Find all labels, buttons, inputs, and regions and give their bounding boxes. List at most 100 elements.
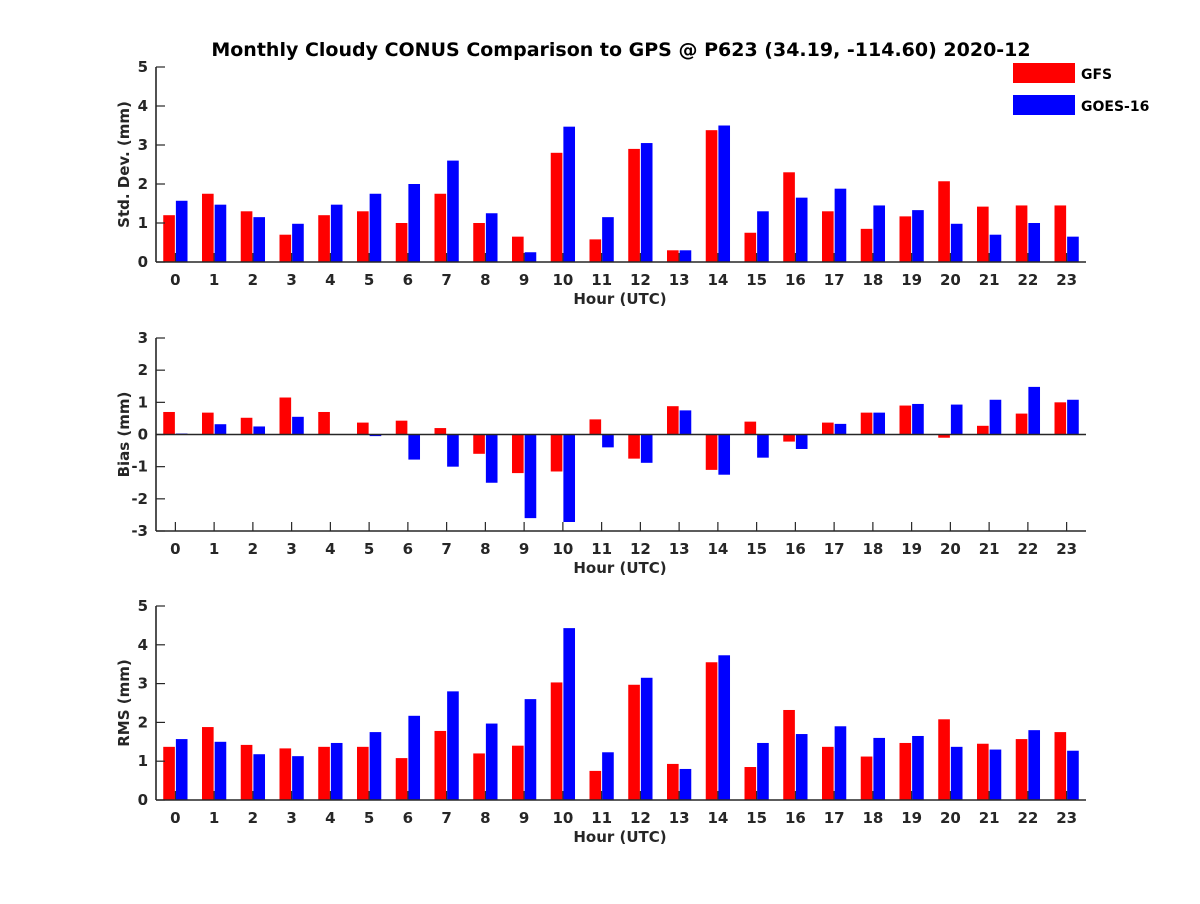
std-dev-bar-goes16 — [718, 125, 731, 262]
bias-y-tick-label: -3 — [131, 522, 148, 540]
rms-bar-goes16 — [175, 739, 188, 800]
std-dev-x-tick-label: 17 — [824, 271, 845, 289]
rms-bar-goes16 — [408, 715, 421, 800]
rms-y-tick-label: 3 — [138, 675, 148, 693]
rms-bar-goes16 — [640, 677, 653, 800]
bias-x-tick-label: 0 — [170, 540, 180, 558]
bias-x-tick-label: 12 — [630, 540, 651, 558]
std-dev-y-tick-label: 4 — [138, 97, 148, 115]
bias-y-tick-label: 1 — [138, 393, 148, 411]
std-dev-bar-goes16 — [408, 184, 421, 262]
std-dev-y-tick-label: 3 — [138, 136, 148, 154]
bias-bar-goes16 — [447, 434, 459, 467]
bias-x-tick-label: 6 — [403, 540, 413, 558]
rms-x-tick-label: 1 — [209, 809, 219, 827]
std-dev-bar-goes16 — [292, 223, 304, 262]
bias-x-tick-label: 16 — [785, 540, 806, 558]
std-dev-x-tick-label: 3 — [286, 271, 296, 289]
bias-bar-goes16 — [292, 416, 304, 435]
std-dev-bar-goes16 — [950, 223, 963, 262]
std-dev-bar-gfs — [163, 215, 175, 262]
std-dev-y-tick-label: 2 — [138, 175, 148, 193]
rms-x-tick-label: 12 — [630, 809, 651, 827]
bias-x-tick-label: 23 — [1056, 540, 1077, 558]
std-dev-bar-goes16 — [447, 160, 459, 262]
rms-bar-gfs — [667, 763, 679, 800]
std-dev-bar-gfs — [899, 216, 912, 262]
rms-bar-goes16 — [602, 752, 614, 800]
std-dev-x-tick-label: 0 — [170, 271, 180, 289]
rms-bar-goes16 — [834, 726, 847, 800]
rms-bar-goes16 — [214, 741, 227, 800]
std-dev-bar-goes16 — [1028, 223, 1041, 262]
std-dev-bar-goes16 — [253, 217, 266, 262]
std-dev-bar-goes16 — [1067, 236, 1079, 262]
bias-bar-goes16 — [563, 434, 576, 522]
rms-y-tick-label: 0 — [138, 791, 148, 809]
std-dev-y-tick-label: 1 — [138, 214, 148, 232]
std-dev-bar-gfs — [1054, 205, 1067, 262]
std-dev-bar-goes16 — [214, 204, 227, 262]
std-dev-x-tick-label: 2 — [248, 271, 258, 289]
rms-bar-goes16 — [485, 723, 498, 800]
rms-bar-gfs — [163, 746, 175, 800]
rms-bar-goes16 — [369, 732, 382, 800]
bias-x-axis-label: Hour (UTC) — [573, 559, 666, 577]
std-dev-bar-goes16 — [330, 204, 343, 262]
bias-bar-gfs — [240, 417, 253, 435]
std-dev-x-tick-label: 12 — [630, 271, 651, 289]
std-dev-bar-gfs — [512, 236, 524, 262]
std-dev-bar-gfs — [279, 234, 292, 262]
rms-bar-gfs — [202, 727, 214, 800]
std-dev-x-tick-label: 1 — [209, 271, 219, 289]
bias-bar-goes16 — [718, 434, 731, 475]
std-dev-bar-gfs — [589, 239, 602, 262]
std-dev-bar-gfs — [744, 232, 757, 262]
rms-x-tick-label: 9 — [519, 809, 529, 827]
rms-bar-gfs — [1054, 732, 1067, 800]
rms-y-tick-label: 1 — [138, 752, 148, 770]
rms-x-tick-label: 0 — [170, 809, 180, 827]
bias-x-tick-label: 7 — [441, 540, 451, 558]
std-dev-bar-gfs — [822, 211, 834, 262]
rms-bar-goes16 — [1067, 750, 1079, 800]
bias-x-tick-label: 21 — [979, 540, 1000, 558]
legend-swatch-goes16 — [1013, 95, 1075, 115]
bias-bar-gfs — [899, 405, 912, 435]
bias-x-tick-label: 3 — [286, 540, 296, 558]
std-dev-y-tick-label: 5 — [138, 58, 148, 76]
bias-bar-gfs — [860, 412, 873, 435]
bias-bar-gfs — [667, 406, 679, 435]
bias-bar-gfs — [163, 411, 175, 435]
std-dev-x-tick-label: 16 — [785, 271, 806, 289]
rms-bar-goes16 — [292, 756, 304, 800]
bias-bar-goes16 — [1028, 386, 1041, 435]
bias-bar-gfs — [822, 422, 834, 435]
bias-bar-gfs — [473, 434, 485, 454]
bias-x-tick-label: 9 — [519, 540, 529, 558]
bias-bar-goes16 — [485, 434, 498, 483]
legend: GFS GOES-16 — [1013, 63, 1149, 115]
bias-bar-goes16 — [834, 423, 847, 435]
rms-bar-goes16 — [912, 735, 924, 800]
rms-y-tick-label: 2 — [138, 713, 148, 731]
std-dev-bar-gfs — [240, 211, 253, 262]
bias-bar-goes16 — [950, 404, 963, 435]
rms-bar-gfs — [860, 756, 873, 800]
std-dev-bar-goes16 — [602, 217, 614, 262]
std-dev-bar-goes16 — [795, 197, 808, 262]
rms-x-tick-label: 6 — [403, 809, 413, 827]
rms-bar-gfs — [744, 767, 757, 800]
rms-y-axis-label: RMS (mm) — [115, 659, 133, 746]
rms-x-tick-label: 17 — [824, 809, 845, 827]
rms-bar-gfs — [1015, 739, 1028, 800]
std-dev-x-tick-label: 15 — [746, 271, 767, 289]
bias-y-tick-label: -2 — [131, 490, 148, 508]
std-dev-x-tick-label: 21 — [979, 271, 1000, 289]
std-dev-bar-gfs — [202, 193, 214, 262]
std-dev-bar-goes16 — [834, 188, 847, 262]
bias-y-tick-label: 2 — [138, 361, 148, 379]
std-dev-x-tick-label: 22 — [1017, 271, 1038, 289]
